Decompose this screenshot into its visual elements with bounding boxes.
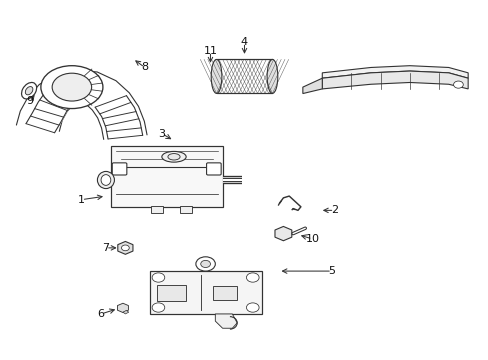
Ellipse shape bbox=[52, 73, 91, 101]
Circle shape bbox=[453, 81, 462, 88]
Text: 6: 6 bbox=[98, 309, 104, 319]
FancyBboxPatch shape bbox=[111, 146, 222, 207]
Bar bbox=[212, 286, 237, 300]
Circle shape bbox=[152, 273, 164, 282]
Text: 1: 1 bbox=[78, 195, 85, 204]
Ellipse shape bbox=[266, 59, 277, 93]
Polygon shape bbox=[26, 93, 72, 133]
Polygon shape bbox=[302, 78, 322, 94]
Ellipse shape bbox=[167, 154, 180, 160]
Circle shape bbox=[152, 303, 164, 312]
Text: 8: 8 bbox=[141, 63, 148, 72]
Circle shape bbox=[246, 303, 259, 312]
Polygon shape bbox=[322, 66, 467, 78]
Text: 7: 7 bbox=[102, 243, 109, 253]
Ellipse shape bbox=[25, 86, 33, 95]
Circle shape bbox=[196, 257, 215, 271]
FancyBboxPatch shape bbox=[206, 163, 221, 175]
Ellipse shape bbox=[21, 82, 37, 99]
Ellipse shape bbox=[211, 59, 222, 93]
Ellipse shape bbox=[97, 171, 114, 189]
Polygon shape bbox=[122, 310, 128, 314]
Polygon shape bbox=[95, 96, 142, 139]
Ellipse shape bbox=[41, 66, 102, 109]
Text: 2: 2 bbox=[330, 205, 337, 215]
Text: 4: 4 bbox=[241, 37, 247, 48]
Text: 10: 10 bbox=[305, 234, 319, 244]
Circle shape bbox=[121, 245, 129, 251]
Polygon shape bbox=[215, 314, 237, 328]
Circle shape bbox=[246, 273, 259, 282]
Circle shape bbox=[201, 260, 210, 267]
Ellipse shape bbox=[162, 152, 186, 162]
FancyBboxPatch shape bbox=[112, 163, 126, 175]
FancyBboxPatch shape bbox=[180, 206, 192, 213]
Bar bbox=[157, 285, 186, 301]
Text: 11: 11 bbox=[203, 46, 217, 57]
Bar bbox=[149, 271, 261, 314]
Text: 3: 3 bbox=[158, 129, 165, 139]
Text: 9: 9 bbox=[26, 96, 33, 107]
Polygon shape bbox=[322, 71, 467, 89]
Text: 5: 5 bbox=[328, 266, 335, 276]
Polygon shape bbox=[17, 71, 147, 139]
Ellipse shape bbox=[101, 175, 111, 185]
FancyBboxPatch shape bbox=[151, 206, 163, 213]
Bar bbox=[216, 59, 272, 93]
